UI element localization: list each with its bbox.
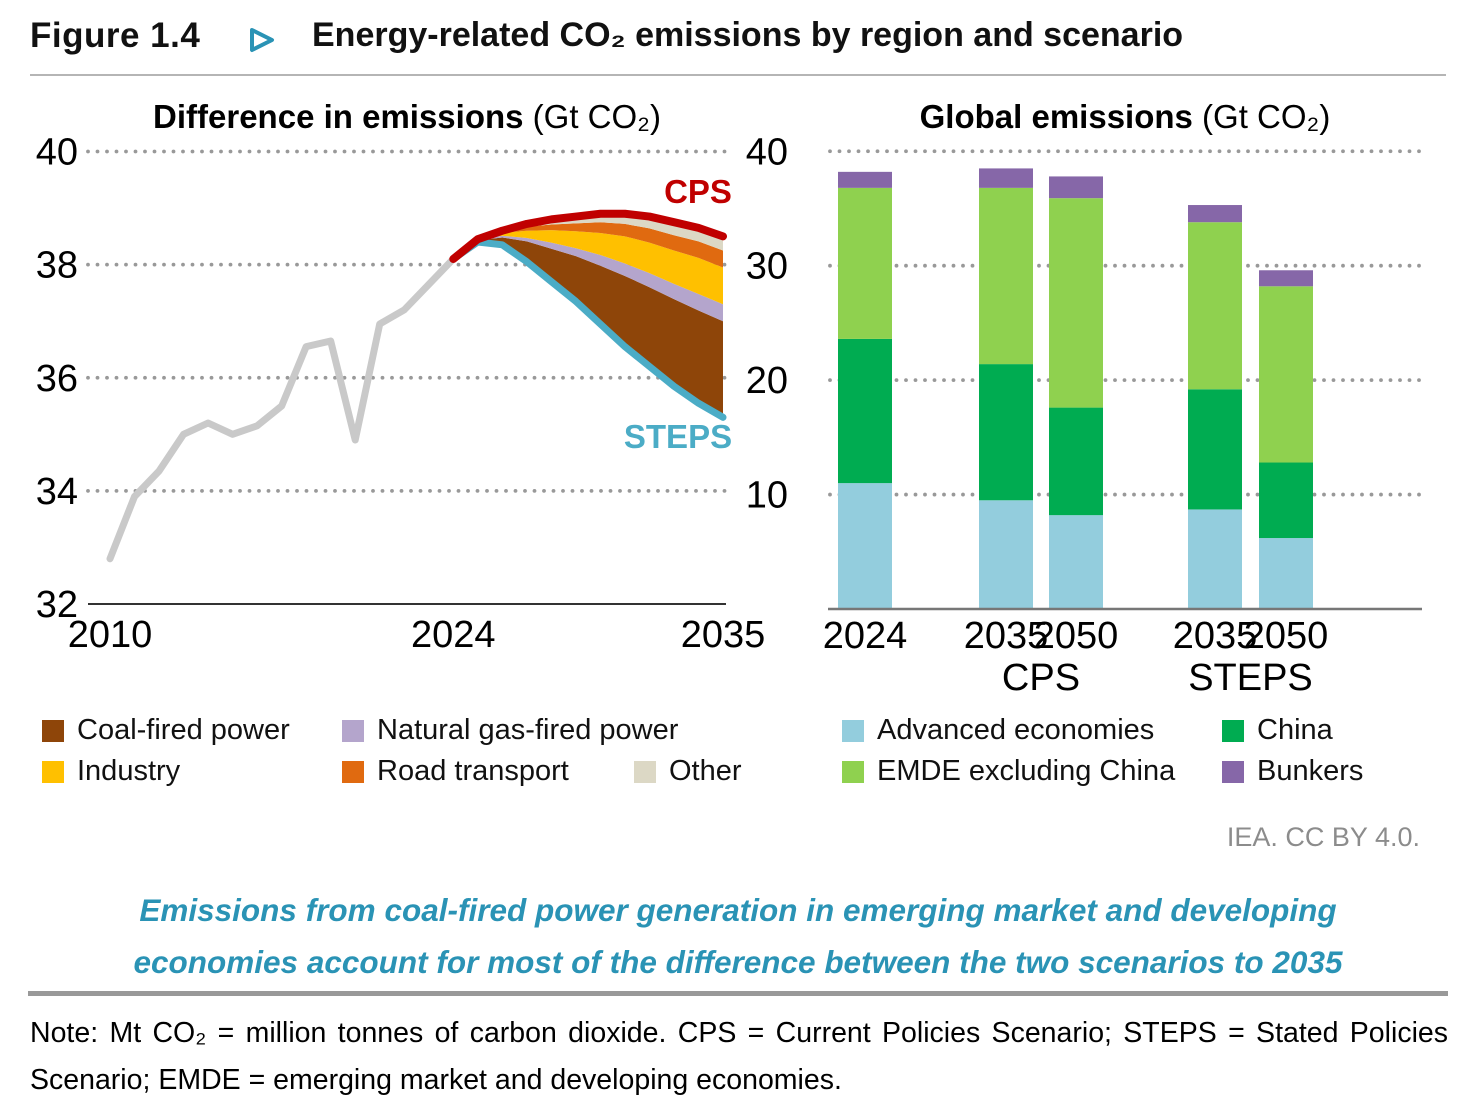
- legend-swatch: [842, 719, 864, 742]
- svg-text:10: 10: [746, 475, 788, 517]
- legend-item: Natural gas-fired power: [342, 714, 742, 747]
- legend-label: EMDE excluding China: [877, 755, 1176, 787]
- key-message-line2: economies account for most of the differ…: [133, 944, 1343, 980]
- svg-text:40: 40: [36, 132, 78, 174]
- svg-text:38: 38: [36, 245, 78, 287]
- figure-pointer-icon: [250, 28, 274, 52]
- svg-text:2035: 2035: [1173, 615, 1258, 657]
- svg-text:32: 32: [36, 584, 78, 626]
- footnote: Note: Mt CO₂ = million tonnes of carbon …: [30, 1017, 1448, 1096]
- license-attribution: IEA. CC BY 4.0.: [1226, 822, 1420, 852]
- note-divider: [28, 991, 1448, 996]
- legend-label: Industry: [77, 755, 181, 787]
- legend-item: Bunkers: [1222, 755, 1363, 788]
- svg-text:36: 36: [36, 358, 78, 400]
- svg-text:2050: 2050: [1034, 615, 1119, 657]
- legend-item: EMDE excluding China: [842, 755, 1222, 788]
- page-title: Energy-related CO₂ emissions by region a…: [312, 16, 1184, 54]
- legend-swatch: [342, 719, 364, 742]
- svg-text:2010: 2010: [68, 614, 153, 656]
- global-emissions-chart: Global emissions (Gt CO₂) 40 30 20 10 2024 203…: [746, 98, 1422, 699]
- legend-item: Coal-fired power: [42, 714, 342, 747]
- difference-in-emissions-chart: Difference in emissions (Gt CO₂) 40 38 36 34…: [36, 98, 766, 656]
- svg-text:CPS: CPS: [664, 173, 732, 210]
- svg-text:30: 30: [746, 246, 788, 288]
- legend-item: Industry: [42, 755, 342, 788]
- header-divider: [30, 74, 1446, 76]
- svg-text:STEPS: STEPS: [624, 418, 732, 455]
- legend-item: Other: [634, 755, 742, 788]
- legend-swatch: [842, 760, 864, 783]
- svg-text:STEPS: STEPS: [1188, 657, 1313, 699]
- legend-label: Other: [669, 755, 742, 787]
- legend-swatch: [1222, 760, 1244, 783]
- svg-text:Difference in emissions (Gt CO: Difference in emissions (Gt CO₂): [153, 98, 661, 135]
- sector-legend: Coal-fired power Natural gas-fired power I…: [42, 714, 742, 788]
- legend-label: Bunkers: [1257, 755, 1364, 787]
- key-message-line1: Emissions from coal-fired power generati…: [139, 892, 1337, 928]
- legend-label: Natural gas-fired power: [377, 714, 679, 746]
- svg-text:CPS: CPS: [1002, 657, 1080, 699]
- svg-text:Global emissions (Gt CO₂): Global emissions (Gt CO₂): [920, 98, 1331, 135]
- key-message: Emissions from coal-fired power generati…: [0, 884, 1476, 988]
- legend-label: China: [1257, 714, 1333, 746]
- legend-swatch: [42, 760, 64, 783]
- legend-label: Coal-fired power: [77, 714, 290, 746]
- legend-label: Road transport: [377, 755, 569, 787]
- legend-item: Advanced economies: [842, 714, 1222, 747]
- svg-text:2024: 2024: [823, 615, 908, 657]
- svg-text:2024: 2024: [411, 614, 496, 656]
- legend-label: Advanced economies: [877, 714, 1155, 746]
- svg-text:2050: 2050: [1244, 615, 1329, 657]
- legend-swatch: [342, 760, 364, 783]
- svg-text:40: 40: [746, 131, 788, 173]
- region-legend: Advanced economies China EMDE excluding Ch…: [842, 714, 1363, 788]
- svg-text:2035: 2035: [964, 615, 1049, 657]
- legend-swatch: [634, 760, 656, 783]
- legend-swatch: [42, 719, 64, 742]
- svg-text:34: 34: [36, 471, 78, 513]
- figure-label: Figure 1.4: [30, 16, 201, 55]
- legend-item: China: [1222, 714, 1363, 747]
- svg-text:2035: 2035: [681, 614, 766, 656]
- svg-text:20: 20: [746, 360, 788, 402]
- legend-swatch: [1222, 719, 1244, 742]
- legend-item: Road transport: [342, 755, 634, 788]
